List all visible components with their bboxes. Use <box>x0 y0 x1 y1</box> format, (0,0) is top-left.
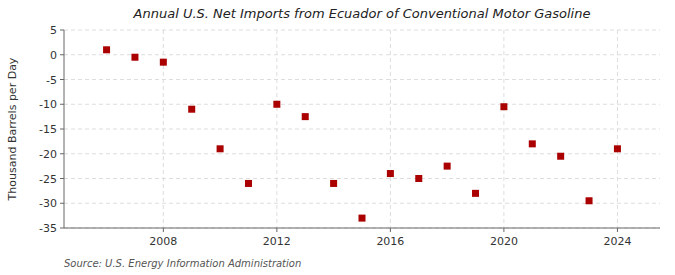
x-tick <box>617 228 618 232</box>
y-grid-line <box>64 54 660 55</box>
title: Annual U.S. Net Imports from Ecuador of … <box>133 6 591 21</box>
y-tick <box>60 178 64 179</box>
y-tick <box>60 30 64 31</box>
point <box>557 153 564 160</box>
y-tick <box>60 129 64 130</box>
source-note: Source: U.S. Energy Information Administ… <box>64 258 301 269</box>
x-tick <box>390 228 391 232</box>
x-tick-label: 2020 <box>490 235 518 248</box>
x-tick <box>503 228 504 232</box>
point <box>444 163 451 170</box>
y-tick-label: -35 <box>39 222 57 235</box>
y-tick-label: -25 <box>39 173 57 186</box>
point <box>359 215 366 222</box>
point <box>188 106 195 113</box>
y-grid-line <box>64 153 660 154</box>
y-tick <box>60 104 64 105</box>
y-grid-line <box>64 228 660 229</box>
y-tick <box>60 79 64 80</box>
y-tick <box>60 153 64 154</box>
y-tick-label: -5 <box>46 74 57 87</box>
y-tick-label: -10 <box>39 98 57 111</box>
y-tick-label: 0 <box>50 49 57 62</box>
y-tick-label: -30 <box>39 197 57 210</box>
x-tick <box>163 228 164 232</box>
x-tick-label: 2008 <box>149 235 177 248</box>
point <box>302 113 309 120</box>
point <box>245 180 252 187</box>
y-grid-line <box>64 30 660 31</box>
grid <box>64 30 660 228</box>
x-tick <box>276 228 277 232</box>
y-axis-label: Thousand Barrels per Day <box>6 57 19 201</box>
x-tick-label: 2012 <box>263 235 291 248</box>
points <box>103 46 621 221</box>
point <box>586 197 593 204</box>
x-tick-label: 2016 <box>376 235 404 248</box>
x-axis-line <box>64 228 660 229</box>
chart: 5 0 -5 -10 -15 -20 -25 -30 -35 2008 2012 2016 2020 20… <box>0 0 675 275</box>
y-grid-line <box>64 79 660 80</box>
point <box>415 175 422 182</box>
y-grid-line <box>64 129 660 130</box>
point <box>131 54 138 61</box>
x-grid-line <box>390 30 391 228</box>
point <box>330 180 337 187</box>
y-tick-label: 5 <box>50 24 57 37</box>
y-tick <box>60 203 64 204</box>
point <box>160 59 167 66</box>
y-tick-label: -15 <box>39 123 57 136</box>
point <box>387 170 394 177</box>
x-grid-line <box>617 30 618 228</box>
x-tick-label: 2024 <box>603 235 631 248</box>
y-grid-line <box>64 203 660 204</box>
y-tick-label: -20 <box>39 148 57 161</box>
point <box>217 145 224 152</box>
point <box>273 101 280 108</box>
point <box>614 145 621 152</box>
x-grid-line <box>503 30 504 228</box>
y-tick <box>60 54 64 55</box>
y-grid-line <box>64 104 660 105</box>
point <box>529 140 536 147</box>
point <box>500 103 507 110</box>
y-grid-line <box>64 178 660 179</box>
point <box>472 190 479 197</box>
x-grid-line <box>276 30 277 228</box>
y-tick <box>60 228 64 229</box>
point <box>103 46 110 53</box>
